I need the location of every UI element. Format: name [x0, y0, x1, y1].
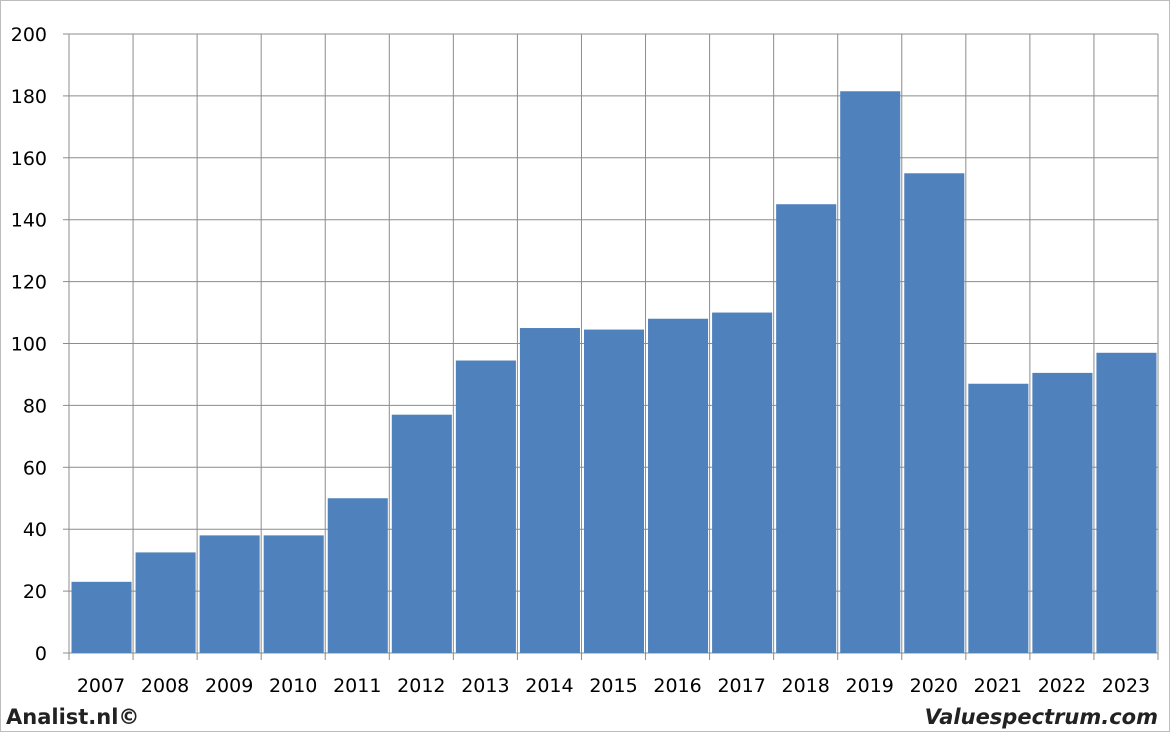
x-tick-label: 2017 [717, 675, 765, 697]
y-tick-label: 100 [11, 334, 47, 356]
y-tick-label: 40 [23, 519, 47, 541]
bar [71, 581, 132, 653]
bar [776, 204, 837, 653]
bar [263, 535, 324, 653]
bar [327, 498, 388, 653]
bar [455, 360, 516, 653]
x-tick-label: 2020 [910, 675, 958, 697]
y-tick-label: 20 [23, 581, 47, 603]
x-tick-label: 2014 [525, 675, 573, 697]
bar [712, 312, 773, 653]
x-tick-label: 2011 [333, 675, 381, 697]
x-tick-label: 2016 [653, 675, 701, 697]
footer-brand-left: Analist.nl© [6, 705, 140, 729]
x-tick-label: 2019 [846, 675, 894, 697]
x-tick-label: 2022 [1038, 675, 1086, 697]
y-tick-label: 200 [11, 24, 47, 46]
bar [904, 173, 965, 653]
x-tick-label: 2007 [77, 675, 125, 697]
bar [135, 552, 196, 653]
x-tick-label: 2023 [1102, 675, 1150, 697]
y-tick-label: 80 [23, 395, 47, 417]
x-tick-label: 2012 [397, 675, 445, 697]
x-tick-label: 2010 [269, 675, 317, 697]
bar [391, 414, 452, 653]
y-tick-label: 180 [11, 86, 47, 108]
y-tick-label: 60 [23, 457, 47, 479]
bar [1096, 352, 1157, 653]
footer-brand-right: Valuespectrum.com [924, 705, 1158, 729]
x-tick-label: 2008 [141, 675, 189, 697]
bar [968, 383, 1029, 653]
x-tick-label: 2013 [461, 675, 509, 697]
x-tick-label: 2015 [589, 675, 637, 697]
x-tick-label: 2009 [205, 675, 253, 697]
x-tick-label: 2021 [974, 675, 1022, 697]
y-tick-label: 120 [11, 272, 47, 294]
bar [519, 328, 580, 653]
bar [199, 535, 260, 653]
y-tick-label: 160 [11, 148, 47, 170]
bar [648, 318, 709, 653]
bar [1032, 372, 1093, 653]
y-tick-label: 140 [11, 210, 47, 232]
bar [583, 329, 645, 653]
y-tick-label: 0 [35, 643, 47, 665]
bar [840, 91, 901, 653]
x-tick-label: 2018 [781, 675, 829, 697]
